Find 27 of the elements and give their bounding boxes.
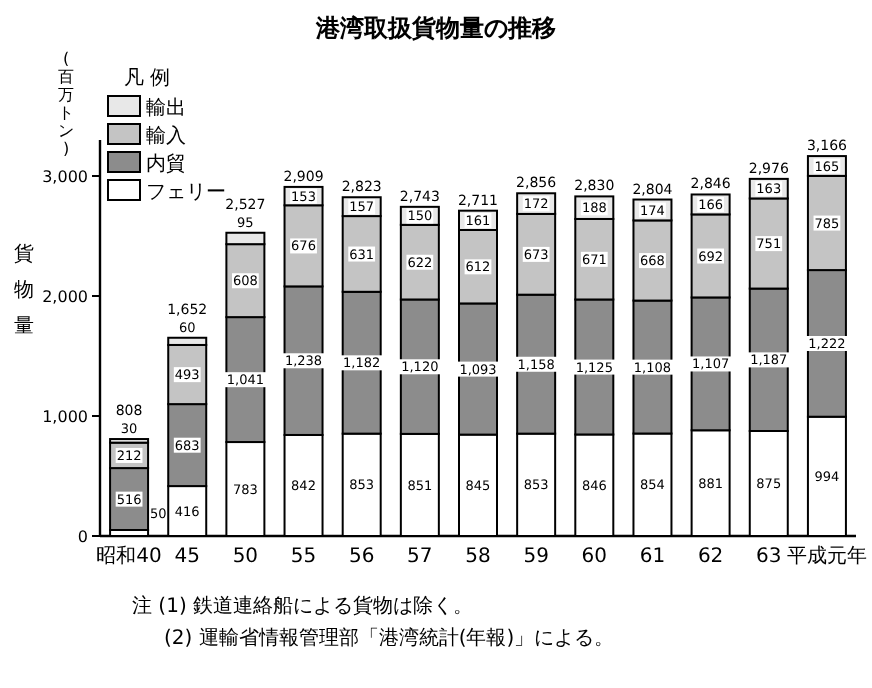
legend-label: 内貿 [146,152,186,176]
text: 注 (1) 鉄道連絡船による貨物は除く。 [132,594,474,618]
legend-label: フェリー [146,182,226,204]
x-tick-label: 56 [348,546,375,568]
x-tick-label: 45 [174,546,200,568]
legend-label: 輸入 [146,124,186,148]
x-tick-label: 50 [232,546,259,568]
legend-title: 凡 例 [124,68,171,90]
y-axis-title: 貨物量 [14,244,34,338]
legend-label: 輸出 [146,96,186,120]
unit: (百万トン) [58,50,74,158]
x-tick-label: 昭和40 [96,544,162,568]
x-tick-label: 63 [756,546,782,568]
x-tick-label: 57 [407,546,433,568]
x-tick-label: 58 [465,546,491,568]
x-tick-label: 平成元年 [786,544,867,568]
title: 港湾取扱貨物量の推移 [316,14,556,42]
y-tick-label: 2,000 [42,288,88,306]
x-tick-label: 61 [639,546,666,568]
x-tick-label: 55 [290,546,317,568]
y-tick-label: 1,000 [42,408,88,426]
x-tick-label: 59 [523,546,549,568]
text: (2) 運輸省情報管理部「港湾統計(年報)」による。 [164,626,615,650]
x-tick-label: 60 [581,546,608,568]
y-tick-label: 3,000 [42,168,88,186]
y-tick-label: 0 [77,528,88,546]
x-tick-label: 62 [697,546,724,568]
